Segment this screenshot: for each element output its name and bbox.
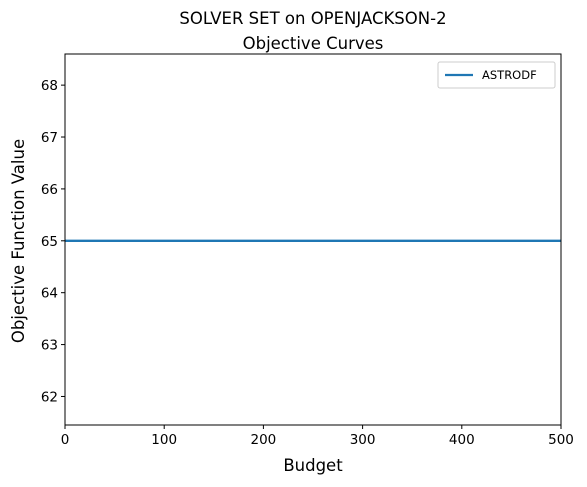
plot-area: 0 100 200 300 400 500 62 63 64 65 66 67 68 xyxy=(41,53,574,448)
y-tick-label-67: 67 xyxy=(41,130,58,146)
y-tick-label-63: 63 xyxy=(41,338,58,354)
x-axis-label: Budget xyxy=(283,456,343,475)
axes-frame xyxy=(64,53,562,426)
x-tick-label-300: 300 xyxy=(350,432,376,448)
legend-box xyxy=(437,61,556,89)
y-tick-label-66: 66 xyxy=(41,182,58,198)
x-tick-label-100: 100 xyxy=(151,432,177,448)
x-tick-label-400: 400 xyxy=(449,432,475,448)
legend-label-astrodf: ASTRODF xyxy=(482,68,537,82)
legend: ASTRODF xyxy=(437,61,556,89)
y-tick-label-68: 68 xyxy=(41,78,58,94)
chart-title: SOLVER SET on OPENJACKSON-2 xyxy=(179,9,446,28)
y-axis-label: Objective Function Value xyxy=(9,139,28,343)
chart-subtitle: Objective Curves xyxy=(243,34,384,53)
y-tick-label-64: 64 xyxy=(41,286,58,302)
y-tick-label-62: 62 xyxy=(41,389,58,405)
x-tick-label-500: 500 xyxy=(548,432,574,448)
x-tick-label-0: 0 xyxy=(61,432,70,448)
y-tick-label-65: 65 xyxy=(41,234,58,250)
x-tick-label-200: 200 xyxy=(251,432,277,448)
